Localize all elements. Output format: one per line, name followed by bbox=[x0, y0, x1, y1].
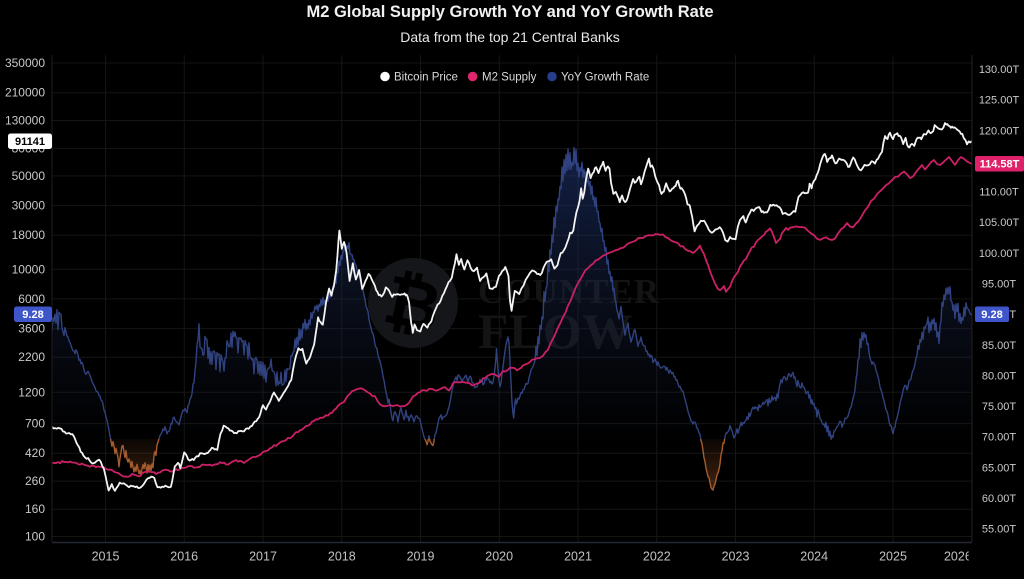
svg-text:160: 160 bbox=[25, 502, 45, 516]
svg-text:114.58T: 114.58T bbox=[980, 159, 1020, 171]
svg-text:M2 Global Supply Growth YoY an: M2 Global Supply Growth YoY and YoY Grow… bbox=[306, 3, 713, 21]
svg-text:M2 Supply: M2 Supply bbox=[482, 72, 537, 84]
svg-text:YoY Growth Rate: YoY Growth Rate bbox=[561, 72, 649, 84]
svg-text:130000: 130000 bbox=[5, 114, 45, 128]
svg-text:420: 420 bbox=[25, 446, 45, 460]
svg-text:65.00T: 65.00T bbox=[982, 462, 1017, 474]
svg-text:Bitcoin Price: Bitcoin Price bbox=[394, 72, 458, 84]
svg-text:9.28: 9.28 bbox=[981, 309, 1002, 321]
svg-text:85.00T: 85.00T bbox=[982, 340, 1017, 352]
svg-text:125.00T: 125.00T bbox=[979, 95, 1020, 107]
svg-text:9.28: 9.28 bbox=[22, 309, 43, 321]
svg-text:70.00T: 70.00T bbox=[982, 432, 1017, 444]
svg-text:75.00T: 75.00T bbox=[982, 401, 1017, 413]
svg-text:2018: 2018 bbox=[328, 550, 356, 564]
svg-text:2020: 2020 bbox=[485, 550, 513, 564]
svg-text:50000: 50000 bbox=[12, 169, 46, 183]
svg-text:2024: 2024 bbox=[800, 550, 828, 564]
svg-text:80.00T: 80.00T bbox=[982, 370, 1017, 382]
svg-text:100: 100 bbox=[25, 530, 45, 544]
svg-text:1200: 1200 bbox=[18, 385, 45, 399]
svg-text:350000: 350000 bbox=[5, 56, 45, 70]
svg-text:260: 260 bbox=[25, 474, 45, 488]
svg-text:18000: 18000 bbox=[12, 228, 46, 242]
svg-text:30000: 30000 bbox=[12, 199, 46, 213]
svg-text:6000: 6000 bbox=[18, 292, 45, 306]
svg-text:105.00T: 105.00T bbox=[979, 217, 1020, 229]
svg-text:Data from the top 21 Central B: Data from the top 21 Central Banks bbox=[400, 29, 619, 45]
svg-text:2026: 2026 bbox=[944, 550, 972, 564]
svg-text:130.00T: 130.00T bbox=[979, 64, 1020, 76]
svg-text:10000: 10000 bbox=[12, 262, 46, 276]
svg-text:2025: 2025 bbox=[879, 550, 907, 564]
svg-text:700: 700 bbox=[25, 417, 45, 431]
svg-text:2021: 2021 bbox=[564, 550, 592, 564]
svg-text:60.00T: 60.00T bbox=[982, 493, 1017, 505]
svg-text:2022: 2022 bbox=[643, 550, 671, 564]
svg-text:100.00T: 100.00T bbox=[979, 248, 1020, 260]
svg-text:2019: 2019 bbox=[407, 550, 435, 564]
svg-text:3600: 3600 bbox=[18, 322, 45, 336]
svg-text:55.00T: 55.00T bbox=[982, 524, 1017, 536]
svg-text:110.00T: 110.00T bbox=[979, 187, 1019, 199]
svg-text:2016: 2016 bbox=[170, 550, 198, 564]
svg-text:120.00T: 120.00T bbox=[979, 125, 1020, 137]
svg-text:95.00T: 95.00T bbox=[982, 279, 1017, 291]
svg-text:2200: 2200 bbox=[18, 350, 45, 364]
svg-text:91141: 91141 bbox=[15, 136, 45, 148]
svg-text:2023: 2023 bbox=[722, 550, 750, 564]
svg-text:210000: 210000 bbox=[5, 86, 45, 100]
svg-text:2017: 2017 bbox=[249, 550, 277, 564]
svg-text:2015: 2015 bbox=[92, 550, 120, 564]
